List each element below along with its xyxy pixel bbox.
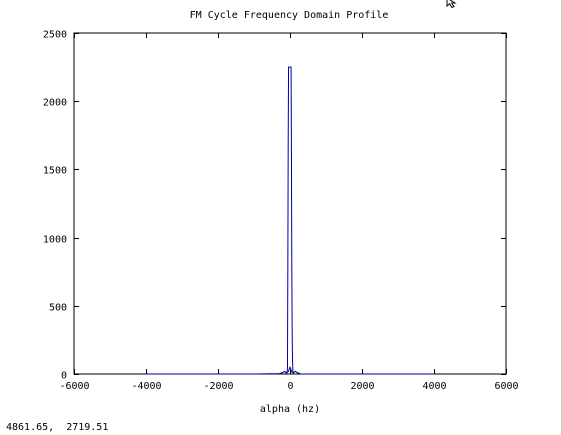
series-layer <box>146 66 434 375</box>
y-tick-label: 0 <box>61 371 67 382</box>
x-tick-label: 2000 <box>350 381 374 392</box>
y-tick-label: 2000 <box>43 98 67 109</box>
coordinate-readout: 4861.65, 2719.51 <box>6 422 109 433</box>
y-tick-label: 1000 <box>43 235 67 246</box>
x-tick-label: -6000 <box>59 381 89 392</box>
y-tick-label: 1500 <box>43 166 67 177</box>
chart-title: FM Cycle Frequency Domain Profile <box>190 10 389 21</box>
x-tick-label: -4000 <box>131 381 161 392</box>
series-line-1 <box>286 366 294 374</box>
y-tick-label: 2500 <box>43 30 67 41</box>
mouse-cursor-icon <box>446 0 457 8</box>
x-tick-label: 0 <box>287 381 293 392</box>
tick-labels: -6000 -4000 -2000 0 2000 4000 6000 0 500 1000 1500… <box>43 30 519 393</box>
y-tick-label: 500 <box>49 303 67 314</box>
x-axis-label: alpha (hz) <box>260 404 320 415</box>
x-tick-label: 4000 <box>422 381 446 392</box>
plot-frame <box>73 32 507 375</box>
axis-ticks <box>74 33 507 375</box>
x-tick-label: 6000 <box>494 381 518 392</box>
x-tick-label: -2000 <box>203 381 233 392</box>
series-line-0 <box>146 66 434 375</box>
